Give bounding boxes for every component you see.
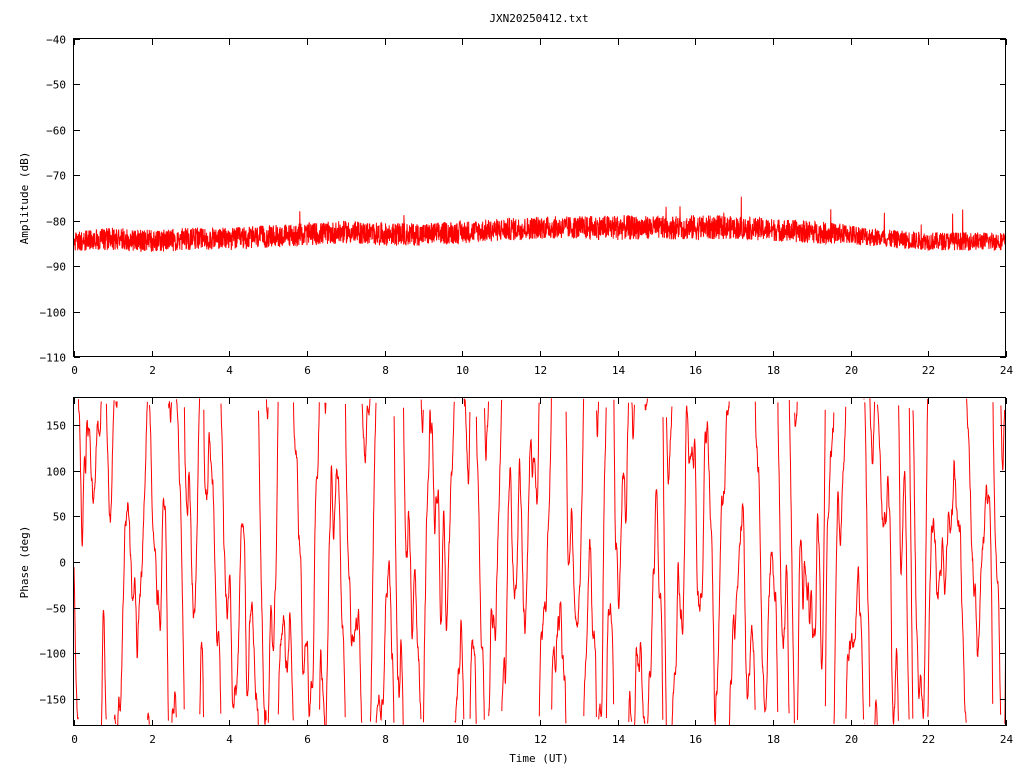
amplitude-series-line <box>74 196 1006 252</box>
x-tick-label: 10 <box>456 364 469 377</box>
x-tick-label: 12 <box>534 364 547 377</box>
y-tick-label: −50 <box>46 79 66 92</box>
y-tick-label: −80 <box>46 216 66 229</box>
y-tick-label: −60 <box>46 125 66 138</box>
time-x-axis-label: Time (UT) <box>509 752 569 765</box>
x-tick-label: 18 <box>767 364 780 377</box>
x-tick-label: 8 <box>382 733 389 746</box>
x-tick-label: 0 <box>71 364 78 377</box>
amplitude-y-axis-label: Amplitude (dB) <box>18 152 31 245</box>
x-tick-label: 0 <box>71 733 78 746</box>
x-tick-label: 6 <box>304 733 311 746</box>
amplitude-trace <box>74 196 1006 252</box>
amplitude-panel: 0 2 4 6 8 10 12 14 16 18 20 22 24−110−100−90−80−70−6… <box>18 34 1013 378</box>
y-tick-label: −40 <box>46 34 66 47</box>
y-tick-label: −100 <box>40 307 67 320</box>
y-tick-label: −100 <box>40 648 67 661</box>
x-tick-label: 16 <box>689 364 702 377</box>
x-tick-label: 4 <box>226 364 233 377</box>
x-tick-label: 22 <box>922 364 935 377</box>
y-tick-label: −90 <box>46 261 66 274</box>
x-tick-label: 6 <box>304 364 311 377</box>
x-tick-label: 14 <box>612 364 626 377</box>
x-tick-label: 14 <box>612 733 626 746</box>
phase-axis-ticks: 0 2 4 6 8 10 12 14 16 18 20 22 24−150−100−5005010015… <box>40 398 1014 746</box>
x-tick-label: 8 <box>382 364 389 377</box>
y-tick-label: 0 <box>59 557 66 570</box>
x-tick-label: 2 <box>149 733 156 746</box>
phase-plot-frame <box>73 397 1006 726</box>
amplitude-plot-frame <box>73 38 1006 357</box>
amplitude-axis-ticks: 0 2 4 6 8 10 12 14 16 18 20 22 24−110−100−90−80−70−6… <box>40 34 1014 378</box>
x-tick-label: 24 <box>1000 364 1014 377</box>
x-tick-label: 20 <box>845 733 858 746</box>
y-tick-label: −70 <box>46 170 66 183</box>
x-tick-label: 22 <box>922 733 935 746</box>
y-tick-label: −110 <box>40 352 67 365</box>
chart-title: JXN20250412.txt <box>489 12 588 25</box>
y-tick-label: 50 <box>53 511 66 524</box>
y-tick-label: 150 <box>46 420 66 433</box>
x-tick-label: 12 <box>534 733 547 746</box>
x-tick-label: 18 <box>767 733 780 746</box>
phase-panel: 0 2 4 6 8 10 12 14 16 18 20 22 24−150−100−5005010015… <box>18 397 1014 765</box>
x-tick-label: 4 <box>226 733 233 746</box>
y-tick-label: −50 <box>46 603 66 616</box>
phase-series-line <box>74 398 1006 726</box>
x-tick-label: 20 <box>845 364 858 377</box>
y-tick-label: 100 <box>46 466 66 479</box>
y-tick-label: −150 <box>40 694 67 707</box>
x-tick-label: 10 <box>456 733 469 746</box>
phase-trace <box>74 398 1006 726</box>
x-tick-label: 24 <box>1000 733 1014 746</box>
x-tick-label: 16 <box>689 733 702 746</box>
phase-y-axis-label: Phase (deg) <box>18 526 31 599</box>
x-tick-label: 2 <box>149 364 156 377</box>
